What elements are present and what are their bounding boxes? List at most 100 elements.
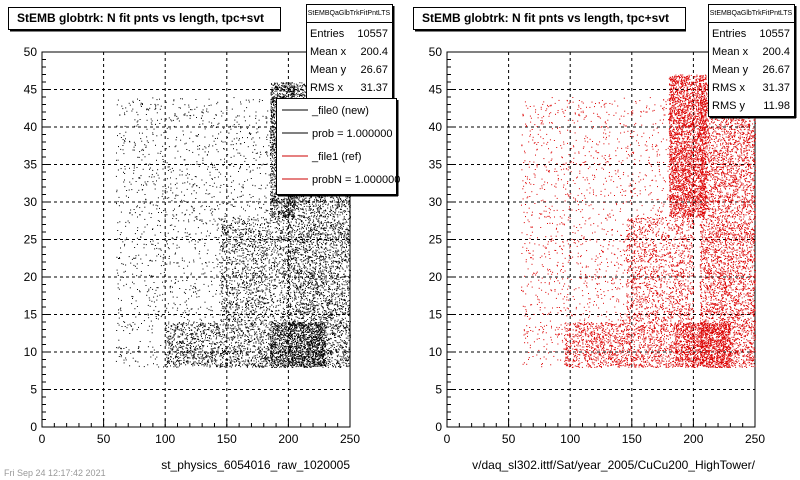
data-point — [280, 359, 281, 360]
data-point — [274, 129, 275, 130]
data-point — [287, 330, 288, 331]
data-point — [322, 356, 323, 357]
data-point — [313, 330, 314, 331]
data-point — [312, 313, 313, 314]
data-point — [325, 330, 326, 331]
data-point — [296, 348, 297, 349]
data-point — [277, 200, 278, 201]
data-point — [308, 227, 309, 228]
data-point — [343, 219, 344, 220]
data-point — [272, 140, 273, 141]
data-point — [286, 205, 287, 206]
data-point — [281, 359, 282, 360]
data-point — [273, 154, 274, 155]
data-point — [341, 236, 342, 237]
data-point — [291, 97, 292, 98]
data-point — [312, 302, 313, 303]
data-point — [341, 227, 342, 228]
data-point — [329, 267, 330, 268]
data-point — [325, 264, 326, 265]
data-point — [325, 355, 326, 356]
data-point — [347, 366, 348, 367]
data-point — [273, 110, 274, 111]
data-point — [303, 231, 304, 232]
data-point — [323, 262, 324, 263]
data-point — [288, 88, 289, 89]
data-point — [298, 199, 299, 200]
data-point — [305, 334, 306, 335]
data-point — [282, 365, 283, 366]
data-point — [328, 238, 329, 239]
data-point — [299, 252, 300, 253]
data-point — [288, 364, 289, 365]
data-point — [283, 211, 284, 212]
data-point — [337, 266, 338, 267]
data-point — [286, 207, 287, 208]
data-point — [321, 318, 322, 319]
data-point — [307, 358, 308, 359]
data-point — [301, 228, 302, 229]
data-point — [294, 230, 295, 231]
data-point — [344, 274, 345, 275]
data-point — [327, 262, 328, 263]
data-point — [290, 198, 291, 199]
data-point — [294, 277, 295, 278]
data-point — [321, 279, 322, 280]
data-point — [324, 345, 325, 346]
data-point — [271, 126, 272, 127]
data-point — [285, 339, 286, 340]
data-point — [277, 93, 278, 94]
data-point — [339, 309, 340, 310]
data-point — [289, 215, 290, 216]
data-point — [293, 229, 294, 230]
data-point — [284, 323, 285, 324]
data-point — [273, 173, 274, 174]
data-point — [275, 363, 276, 364]
data-point — [294, 336, 295, 337]
data-point — [324, 234, 325, 235]
data-point — [274, 123, 275, 124]
data-point — [309, 231, 310, 232]
data-point — [343, 347, 344, 348]
data-point — [320, 259, 321, 260]
data-point — [272, 208, 273, 209]
data-point — [298, 204, 299, 205]
data-point — [279, 203, 280, 204]
data-point — [272, 98, 273, 99]
data-point — [289, 359, 290, 360]
data-point — [324, 278, 325, 279]
data-point — [299, 324, 300, 325]
data-point — [298, 360, 299, 361]
data-point — [272, 363, 273, 364]
data-point — [274, 163, 275, 164]
data-point — [271, 114, 272, 115]
data-point — [308, 325, 309, 326]
data-point — [288, 91, 289, 92]
data-point — [346, 197, 347, 198]
data-point — [278, 349, 279, 350]
data-point — [319, 238, 320, 239]
data-point — [300, 348, 301, 349]
data-point — [285, 85, 286, 86]
data-point — [288, 356, 289, 357]
data-point — [323, 267, 324, 268]
data-point — [276, 205, 277, 206]
data-point — [287, 326, 288, 327]
data-point — [277, 94, 278, 95]
data-point — [303, 331, 304, 332]
data-point — [340, 347, 341, 348]
data-point — [326, 349, 327, 350]
data-point — [271, 92, 272, 93]
data-point — [311, 231, 312, 232]
data-point — [344, 216, 345, 217]
data-point — [290, 364, 291, 365]
data-point — [296, 330, 297, 331]
data-point — [310, 334, 311, 335]
data-point — [300, 355, 301, 356]
data-point — [335, 349, 336, 350]
data-point — [295, 209, 296, 210]
data-point — [305, 340, 306, 341]
data-point — [288, 346, 289, 347]
data-point — [317, 330, 318, 331]
data-point — [275, 345, 276, 346]
